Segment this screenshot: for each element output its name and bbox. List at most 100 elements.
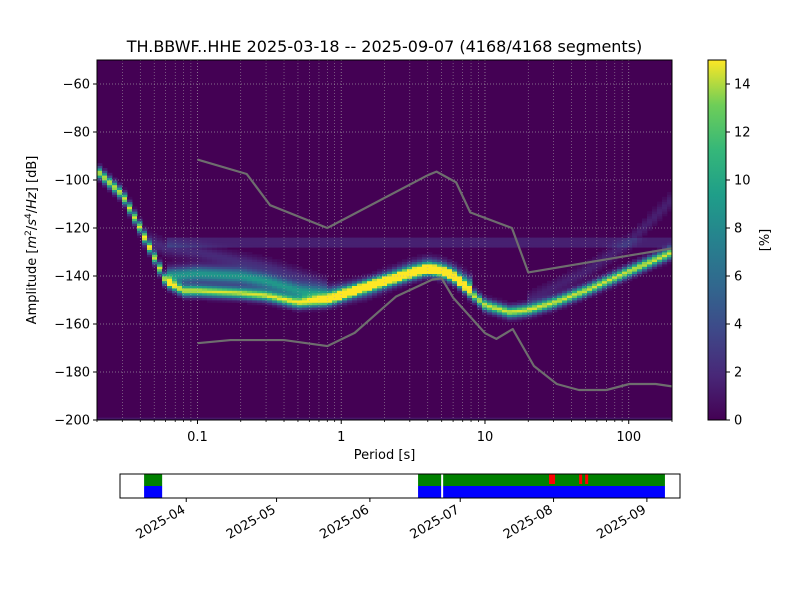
heatmap-cell (417, 276, 423, 279)
heatmap-cell (647, 225, 653, 229)
heatmap-cell (527, 312, 533, 315)
heatmap-cell (512, 237, 518, 241)
heatmap-cell (427, 256, 433, 260)
heatmap-cell (312, 280, 318, 284)
heatmap-cell (282, 417, 288, 420)
heatmap-cell (657, 259, 663, 262)
heatmap-cell (287, 268, 293, 272)
heatmap-cell (262, 300, 268, 303)
heatmap-cell (347, 295, 353, 298)
heatmap-cell (397, 271, 403, 274)
heatmap-cell (572, 276, 578, 279)
heatmap-cell (207, 276, 213, 279)
heatmap-cell (182, 266, 188, 270)
heatmap-cell (387, 280, 393, 284)
heatmap-cell (207, 261, 213, 265)
heatmap-cell (222, 276, 228, 279)
heatmap-cell (342, 288, 348, 291)
heatmap-cell (172, 292, 178, 296)
heatmap-cell (387, 242, 393, 246)
heatmap-cell (397, 283, 403, 286)
heatmap-cell (282, 242, 288, 246)
heatmap-cell (302, 237, 308, 241)
heatmap-cell (277, 283, 283, 286)
heatmap-cell (277, 417, 283, 420)
heatmap-cell (157, 266, 163, 270)
heatmap-cell (382, 276, 388, 279)
heatmap-cell (492, 300, 498, 303)
heatmap-cell (182, 290, 188, 294)
heatmap-cell (562, 307, 568, 310)
heatmap-cell (217, 266, 223, 270)
heatmap-cell (437, 273, 443, 277)
heatmap-cell (357, 290, 363, 294)
heatmap-cell (537, 417, 543, 420)
heatmap-cell (107, 184, 113, 188)
heatmap-cell (177, 276, 183, 279)
heatmap-cell (397, 273, 403, 277)
heatmap-cell (177, 290, 183, 294)
heatmap-cell (602, 256, 608, 260)
heatmap-cell (487, 244, 493, 248)
heatmap-cell (402, 259, 408, 262)
heatmap-cell (522, 417, 528, 420)
heatmap-cell (212, 242, 218, 246)
heatmap-cell (412, 242, 418, 246)
heatmap-cell (557, 295, 563, 298)
heatmap-cell (302, 288, 308, 291)
heatmap-cell (547, 417, 553, 420)
heatmap-cell (187, 247, 193, 250)
heatmap-cell (417, 240, 423, 243)
heatmap-cell (617, 264, 623, 267)
heatmap-cell (292, 244, 298, 248)
heatmap-cell (207, 256, 213, 260)
heatmap-cell (462, 278, 468, 282)
heatmap-cell (162, 278, 168, 282)
heatmap-cell (287, 278, 293, 282)
heatmap-cell (262, 271, 268, 274)
heatmap-cell (337, 244, 343, 248)
heatmap-cell (192, 247, 198, 250)
heatmap-cell (187, 259, 193, 262)
heatmap-cell (407, 259, 413, 262)
heatmap-cell (242, 273, 248, 277)
heatmap-cell (237, 268, 243, 272)
heatmap-cell (102, 175, 108, 178)
heatmap-cell (372, 295, 378, 298)
heatmap-cell (432, 417, 438, 420)
heatmap-cell (602, 254, 608, 258)
heatmap-cell (97, 170, 103, 174)
heatmap-cell (587, 290, 593, 294)
heatmap-cell (227, 240, 233, 243)
heatmap-cell (507, 309, 513, 313)
heatmap-cell (292, 266, 298, 270)
heatmap-cell (427, 276, 433, 279)
heatmap-cell (477, 295, 483, 298)
heatmap-cell (222, 290, 228, 294)
heatmap-cell (387, 285, 393, 289)
heatmap-cell (277, 240, 283, 243)
heatmap-cell (442, 240, 448, 243)
heatmap-cell (657, 211, 663, 214)
heatmap-cell (392, 242, 398, 246)
heatmap-cell (412, 237, 418, 241)
heatmap-cell (252, 285, 258, 289)
heatmap-cell (112, 177, 118, 181)
heatmap-cell (562, 240, 568, 243)
heatmap-cell (582, 288, 588, 291)
heatmap-cell (197, 252, 203, 255)
heatmap-cell (462, 273, 468, 277)
heatmap-cell (182, 247, 188, 250)
heatmap-cell (182, 292, 188, 296)
heatmap-cell (237, 266, 243, 270)
heatmap-cell (572, 237, 578, 241)
heatmap-cell (352, 283, 358, 286)
heatmap-cell (297, 266, 303, 270)
heatmap-cell (482, 295, 488, 298)
heatmap-cell (287, 237, 293, 241)
heatmap-cell (462, 276, 468, 279)
heatmap-cell (447, 244, 453, 248)
heatmap-cell (242, 283, 248, 286)
heatmap-cell (152, 256, 158, 260)
heatmap-cell (292, 290, 298, 294)
